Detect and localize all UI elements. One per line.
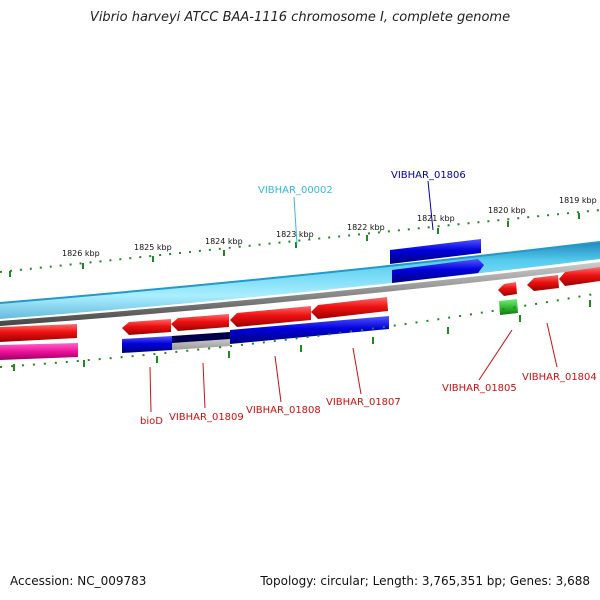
callout-vibhar-01806 <box>427 180 434 231</box>
gene-label-vibhar-01808[interactable]: VIBHAR_01808 <box>246 405 321 416</box>
gene-label-vibhar-00002[interactable]: VIBHAR_00002 <box>258 185 333 196</box>
gene-left-red[interactable] <box>0 324 77 342</box>
gene-vibhar-01804-b[interactable] <box>559 267 600 286</box>
outer-scale-major-ticks <box>9 213 580 277</box>
gene-label-vibhar-01807[interactable]: VIBHAR_01807 <box>326 397 401 408</box>
callout-vibhar-00002 <box>293 196 298 245</box>
backbone-gray-line <box>0 262 600 326</box>
callout-vibhar-01805 <box>478 329 513 381</box>
gene-forward-lower-blue-a[interactable] <box>122 336 172 353</box>
gene-vibhar-01808[interactable] <box>230 306 311 327</box>
gene-label-vibhar-01804[interactable]: VIBHAR_01804 <box>522 372 597 383</box>
scale-label-1819: 1819 kbp <box>559 196 597 205</box>
backbone-cyan-edge <box>0 241 600 304</box>
scale-label-1821: 1821 kbp <box>417 214 455 223</box>
gene-vibhar-01809[interactable] <box>171 314 229 331</box>
gene-forward-lower-dark[interactable] <box>172 332 230 343</box>
callout-biod <box>149 366 152 413</box>
gene-vibhar-01807[interactable] <box>311 297 388 319</box>
scale-label-1824: 1824 kbp <box>205 237 243 246</box>
scale-label-1822: 1822 kbp <box>347 223 385 232</box>
gene-label-vibhar-01809[interactable]: VIBHAR_01809 <box>169 412 244 423</box>
scale-label-1823: 1823 kbp <box>276 230 314 239</box>
gene-vibhar-01804-a[interactable] <box>527 275 559 291</box>
gene-label-vibhar-01806[interactable]: VIBHAR_01806 <box>391 170 466 181</box>
gene-vibhar-01806-lower[interactable] <box>392 259 484 283</box>
accession-text: Accession: NC_009783 <box>10 574 147 588</box>
gene-label-vibhar-01805[interactable]: VIBHAR_01805 <box>442 383 517 394</box>
scale-label-1820: 1820 kbp <box>488 206 526 215</box>
gene-forward-lower-blue-b[interactable] <box>230 316 389 344</box>
callout-vibhar-01809 <box>202 362 206 409</box>
callout-vibhar-01808 <box>274 355 282 403</box>
inner-scale-major-ticks <box>13 300 591 371</box>
gene-biod[interactable] <box>122 319 171 335</box>
callout-vibhar-01807 <box>352 347 362 395</box>
gene-rna-green[interactable] <box>499 299 518 315</box>
outer-scale-track <box>0 209 600 273</box>
gene-label-biod[interactable]: bioD <box>140 416 163 427</box>
gene-vibhar-01806-upper[interactable] <box>390 239 481 264</box>
map-title: Vibrio harveyi ATCC BAA-1116 chromosome … <box>89 10 511 25</box>
scale-label-1825: 1825 kbp <box>134 243 172 252</box>
callout-vibhar-01804 <box>546 322 558 368</box>
gene-vibhar-01805[interactable] <box>498 282 517 296</box>
genome-summary-text: Topology: circular; Length: 3,765,351 bp… <box>260 574 590 588</box>
scale-label-1826: 1826 kbp <box>62 249 100 258</box>
gene-left-pink[interactable] <box>0 343 78 360</box>
backbone-cyan-band <box>0 242 600 319</box>
